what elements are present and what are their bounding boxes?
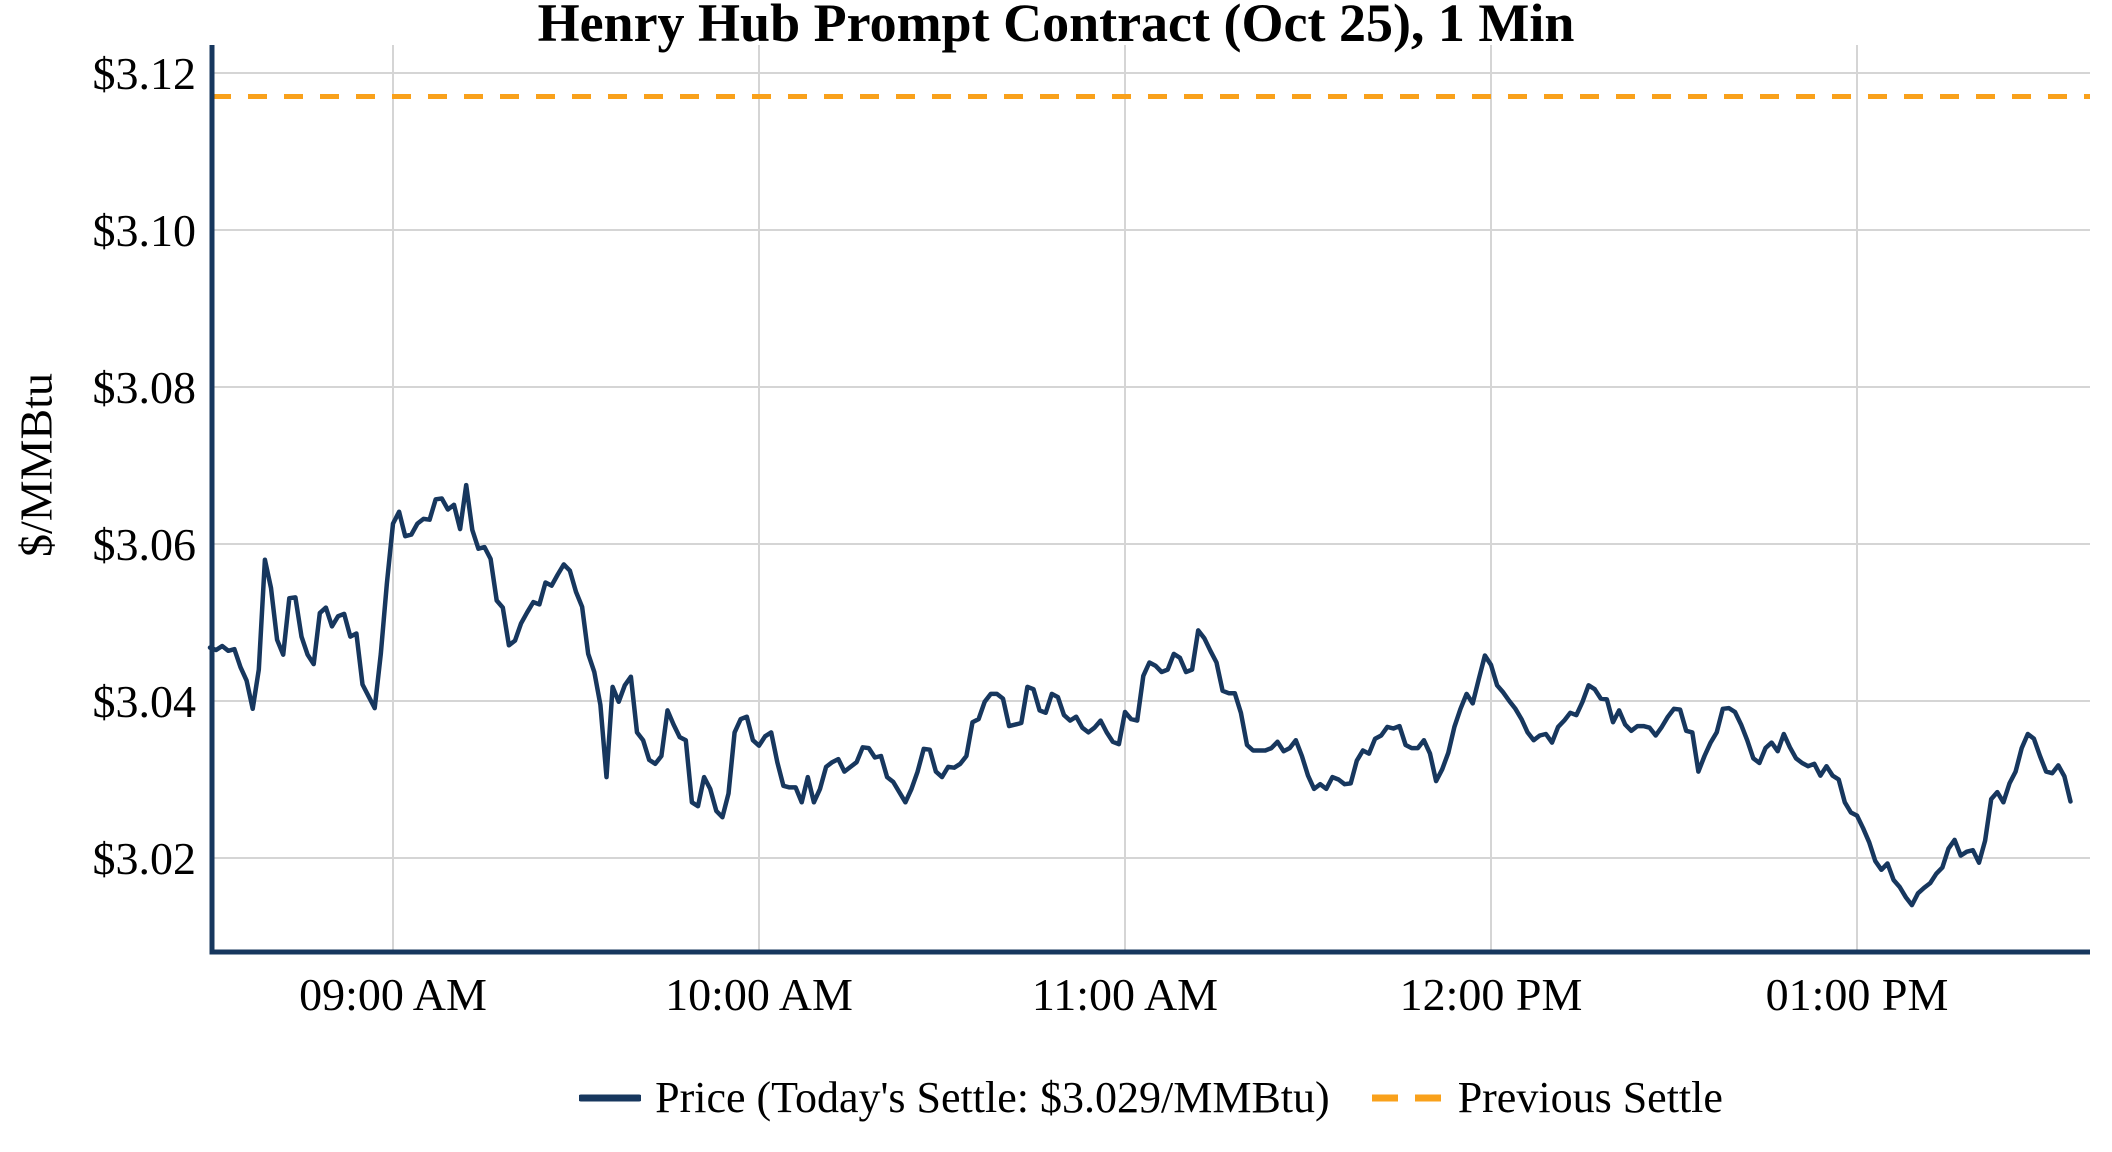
x-tick-label: 01:00 PM: [1766, 969, 1949, 1020]
y-tick-label: $3.02: [93, 833, 197, 884]
x-tick-label: 12:00 PM: [1400, 969, 1583, 1020]
x-tick-label: 10:00 AM: [665, 969, 853, 1020]
legend-price-label: Price (Today's Settle: $3.029/MMBtu): [655, 1073, 1330, 1122]
y-tick-label: $3.10: [93, 205, 197, 256]
price-line-swatch-icon: [579, 1094, 642, 1101]
y-tick-label: $3.06: [93, 519, 197, 570]
legend-previous-settle-label: Previous Settle: [1457, 1073, 1723, 1122]
y-tick-label: $3.08: [93, 362, 197, 413]
price-line: [207, 482, 2073, 908]
chart-title: Henry Hub Prompt Contract (Oct 25), 1 Mi…: [537, 0, 1575, 53]
legend-item-previous-settle: Previous Settle: [1370, 1072, 1723, 1123]
previous-settle-swatch-icon: [1371, 1094, 1442, 1101]
x-tick-label: 11:00 AM: [1032, 969, 1218, 1020]
y-tick-label: $3.12: [93, 48, 197, 99]
legend-item-price: Price (Today's Settle: $3.029/MMBtu): [579, 1072, 1330, 1123]
chart-legend: Price (Today's Settle: $3.029/MMBtu) Pre…: [212, 1072, 2090, 1123]
x-tick-label: 09:00 AM: [299, 969, 487, 1020]
y-tick-label: $3.04: [93, 676, 197, 727]
